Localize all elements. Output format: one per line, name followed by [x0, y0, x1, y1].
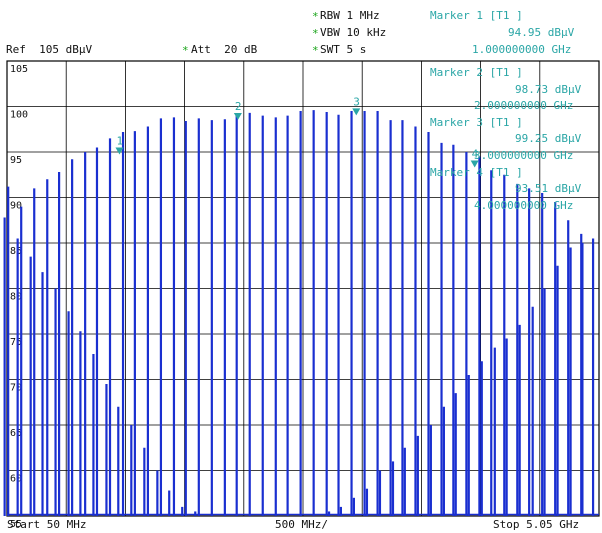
- swt-label: SWT 5 s: [320, 43, 367, 56]
- marker-3-level: 99.25 dBµV: [515, 132, 582, 145]
- trace: [3, 110, 599, 516]
- marker-triangle: [115, 147, 124, 155]
- marker-3-title: Marker 3 [T1 ]: [430, 116, 523, 129]
- marker-number: 2: [235, 100, 242, 113]
- marker-number: 1: [116, 134, 123, 147]
- y-tick-label: 80: [10, 292, 22, 303]
- y-tick-label: 65: [10, 428, 22, 439]
- marker-2-level: 98.73 dBµV: [515, 83, 582, 96]
- grid: [6, 60, 600, 517]
- y-tick-labels: 105 100 95 90 85 80 75 70 65 60 55: [10, 64, 28, 530]
- start-frequency: Start 50 MHz: [7, 518, 87, 531]
- marker-4-title: Marker 4 [T1 ]: [430, 166, 523, 179]
- marker-1-level: 94.95 dBµV: [508, 26, 575, 39]
- markers: 1 2 3 4: [115, 95, 479, 168]
- swt-star: *: [312, 44, 319, 57]
- y-tick-label: 100: [10, 110, 28, 121]
- span-per-division: 500 MHz/: [275, 518, 328, 531]
- y-tick-label: 60: [10, 474, 22, 485]
- marker-1-freq: 1.000000000 GHz: [472, 43, 572, 56]
- marker-triangle: [352, 108, 361, 116]
- y-tick-label: 70: [10, 383, 22, 394]
- y-tick-label: 85: [10, 246, 22, 257]
- marker-2-title: Marker 2 [T1 ]: [430, 66, 523, 79]
- attenuation-label: Att 20 dB: [191, 43, 258, 56]
- marker-4-freq: 4.000000000 GHz: [474, 199, 574, 212]
- marker-3-freq: 3.000000000 GHz: [474, 149, 574, 162]
- rbw-label: RBW 1 MHz: [320, 9, 380, 22]
- y-tick-label: 105: [10, 64, 28, 75]
- marker-2-freq: 2.000000000 GHz: [474, 99, 574, 112]
- stop-frequency: Stop 5.05 GHz: [493, 518, 580, 531]
- ref-level-label: Ref 105 dBµV: [6, 43, 93, 56]
- marker-4-level: 93.51 dBµV: [515, 182, 582, 195]
- marker-triangle: [470, 160, 479, 168]
- att-star: *: [182, 44, 189, 57]
- marker-1-title: Marker 1 [T1 ]: [430, 9, 523, 22]
- y-tick-label: 55: [10, 519, 22, 530]
- rbw-star: *: [312, 10, 319, 23]
- y-tick-label: 90: [10, 201, 22, 212]
- y-tick-label: 75: [10, 337, 22, 348]
- marker-number: 4: [472, 148, 479, 161]
- y-tick-label: 95: [10, 155, 22, 166]
- vbw-label: VBW 10 kHz: [320, 26, 387, 39]
- vbw-star: *: [312, 27, 319, 40]
- marker-number: 3: [353, 95, 360, 108]
- marker-triangle: [233, 113, 242, 121]
